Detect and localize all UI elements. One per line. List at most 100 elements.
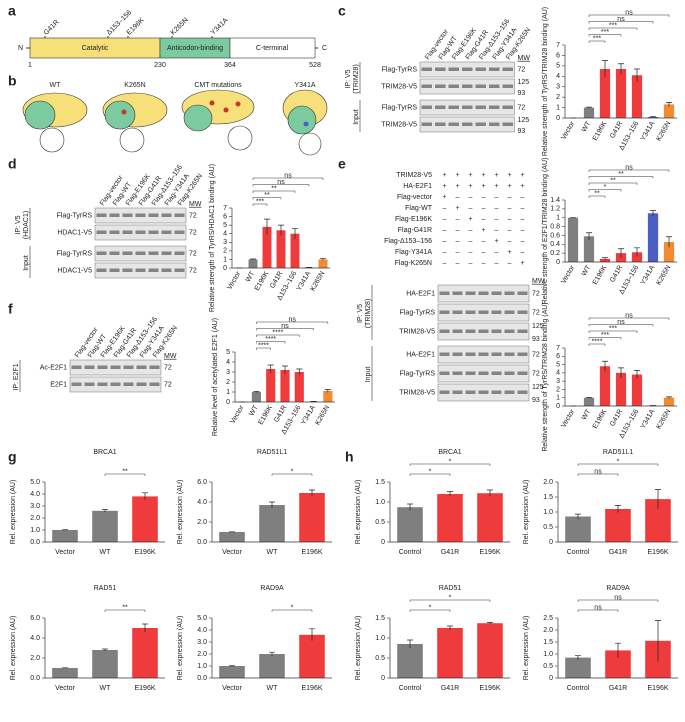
band — [465, 310, 476, 314]
y-tick-label: 1.2 — [550, 206, 560, 213]
row-label: Flag-TyrRS — [382, 66, 418, 73]
domain-label: Catalytic — [82, 45, 109, 52]
error-bar — [320, 258, 326, 261]
sig-bracket — [409, 473, 451, 476]
sign: – — [443, 260, 447, 267]
band — [96, 213, 107, 217]
position: 1 — [28, 62, 32, 69]
band — [448, 67, 459, 71]
error-bar — [602, 257, 608, 261]
x-tick-label: Vector — [560, 264, 576, 285]
y-tick-label: 0.0 — [197, 675, 207, 682]
sign: – — [443, 216, 447, 223]
y-axis-label: Relative strength of TyrRS/HDAC1 binding… — [209, 164, 216, 312]
mw: 125 — [518, 79, 530, 86]
error-bar — [634, 68, 640, 82]
y-tick-label: 6 — [556, 353, 560, 360]
band — [136, 365, 147, 369]
y-tick-label: 1.0 — [375, 499, 385, 506]
sign: + — [507, 249, 511, 256]
x-tick-label: Control — [399, 549, 422, 556]
x-tick-label: E196K — [134, 549, 155, 556]
error-bar — [634, 247, 640, 257]
table-row-label: Flag-vector — [397, 194, 433, 201]
sig-label: **** — [592, 338, 603, 345]
y-tick-label: 5 — [556, 361, 560, 368]
sig-label: *** — [601, 332, 609, 339]
x-tick-label: Y341A — [640, 120, 657, 142]
sign: – — [482, 260, 486, 267]
sig-bracket — [252, 184, 310, 187]
bar — [615, 68, 627, 118]
x-tick-label: Vector — [560, 408, 576, 429]
error-bar — [575, 655, 581, 660]
band — [135, 213, 146, 217]
band — [435, 105, 446, 109]
mw-header: MW — [164, 353, 177, 360]
error-bar — [615, 505, 621, 513]
sign: – — [469, 238, 473, 245]
bar — [631, 252, 643, 262]
row-label: TRIM28-V5 — [399, 389, 435, 396]
row-label: Flag-TyrRS — [400, 309, 436, 316]
error-bar — [575, 513, 581, 519]
sig-bracket — [252, 197, 282, 200]
sig-label: * — [449, 594, 452, 601]
sig-label: **** — [272, 329, 283, 336]
band — [504, 291, 515, 295]
error-bar — [666, 396, 672, 399]
band — [71, 365, 82, 369]
bar — [248, 259, 258, 268]
x-tick-label: E196K — [134, 685, 155, 692]
bar — [132, 628, 158, 678]
chart-title: RAD9A — [260, 585, 284, 592]
band — [504, 390, 515, 394]
sign: – — [521, 216, 525, 223]
shape — [227, 125, 253, 151]
bar — [599, 68, 611, 118]
y-axis-label: Rel. expression (AU) — [10, 616, 17, 681]
sig-bracket — [588, 337, 622, 340]
sign: + — [455, 183, 459, 190]
sign: – — [495, 227, 499, 234]
y-tick-label: 5 — [226, 349, 230, 356]
error-bar — [618, 63, 624, 75]
y-tick-label: 0.5 — [375, 655, 385, 662]
y-tick-label: 3 — [223, 239, 227, 246]
error-bar — [618, 367, 624, 378]
bar — [299, 634, 325, 678]
band — [148, 213, 159, 217]
group-label: (TRIM28) — [365, 299, 372, 329]
bar — [565, 516, 591, 542]
sign: – — [482, 238, 486, 245]
band — [448, 84, 459, 88]
x-tick-label: E196K — [479, 685, 500, 692]
row-label: TRIM28-V5 — [399, 328, 435, 335]
sig-bracket — [104, 473, 146, 476]
bar — [477, 493, 503, 542]
sign: – — [482, 194, 486, 201]
sign: + — [455, 205, 459, 212]
bar — [262, 226, 272, 268]
band — [475, 84, 486, 88]
error-bar — [102, 648, 108, 651]
band — [517, 390, 528, 394]
sig-bracket — [577, 609, 619, 612]
x-tick-label: Control — [567, 685, 590, 692]
sig-label: ** — [122, 468, 128, 475]
band — [110, 365, 121, 369]
band — [122, 251, 133, 255]
bar — [52, 668, 78, 678]
band — [452, 291, 463, 295]
sign: – — [456, 249, 460, 256]
error-bar — [142, 623, 148, 632]
error-bar — [487, 489, 493, 497]
band — [149, 365, 160, 369]
error-bar — [250, 258, 256, 260]
x-tick-label: G41R — [441, 685, 459, 692]
sig-bracket — [588, 324, 654, 327]
y-tick-label: 0.4 — [550, 241, 560, 248]
bar — [259, 654, 285, 678]
y-axis-label: Rel. expression (AU) — [355, 616, 362, 681]
y-tick-label: 2.0 — [30, 655, 40, 662]
